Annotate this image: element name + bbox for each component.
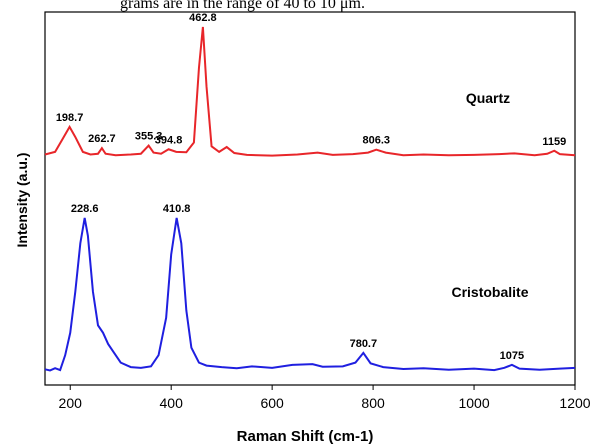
peak-label: 198.7 <box>56 112 84 124</box>
x-tick-label: 1000 <box>458 395 489 411</box>
peak-label: 228.6 <box>71 203 99 215</box>
plot-frame <box>44 11 576 386</box>
peak-label: 394.8 <box>155 134 183 146</box>
peak-label: 806.3 <box>363 135 391 147</box>
x-tick-label: 400 <box>160 395 184 411</box>
series-label: Quartz <box>466 90 510 106</box>
peak-label: 1075 <box>500 350 524 362</box>
peak-label: 462.8 <box>189 12 217 24</box>
spectrum-line <box>44 26 576 157</box>
x-tick-label: 800 <box>361 395 385 411</box>
x-tick-label: 200 <box>59 395 83 411</box>
x-tick-label: 1200 <box>559 395 590 411</box>
peak-label: 1159 <box>542 136 566 148</box>
series-label: Cristobalite <box>451 284 528 300</box>
spectrum-line <box>44 217 576 372</box>
x-axis-label: Raman Shift (cm-1) <box>237 428 374 445</box>
y-axis-label: Intensity (a.u.) <box>14 153 30 248</box>
peak-label: 262.7 <box>88 133 116 145</box>
peak-label: 355.3 <box>135 131 163 143</box>
x-tick-label: 600 <box>260 395 284 411</box>
peak-label: 780.7 <box>350 338 378 350</box>
peak-label: 410.8 <box>163 203 191 215</box>
header-text: grams are in the range of 40 to 10 μm. <box>120 0 365 12</box>
